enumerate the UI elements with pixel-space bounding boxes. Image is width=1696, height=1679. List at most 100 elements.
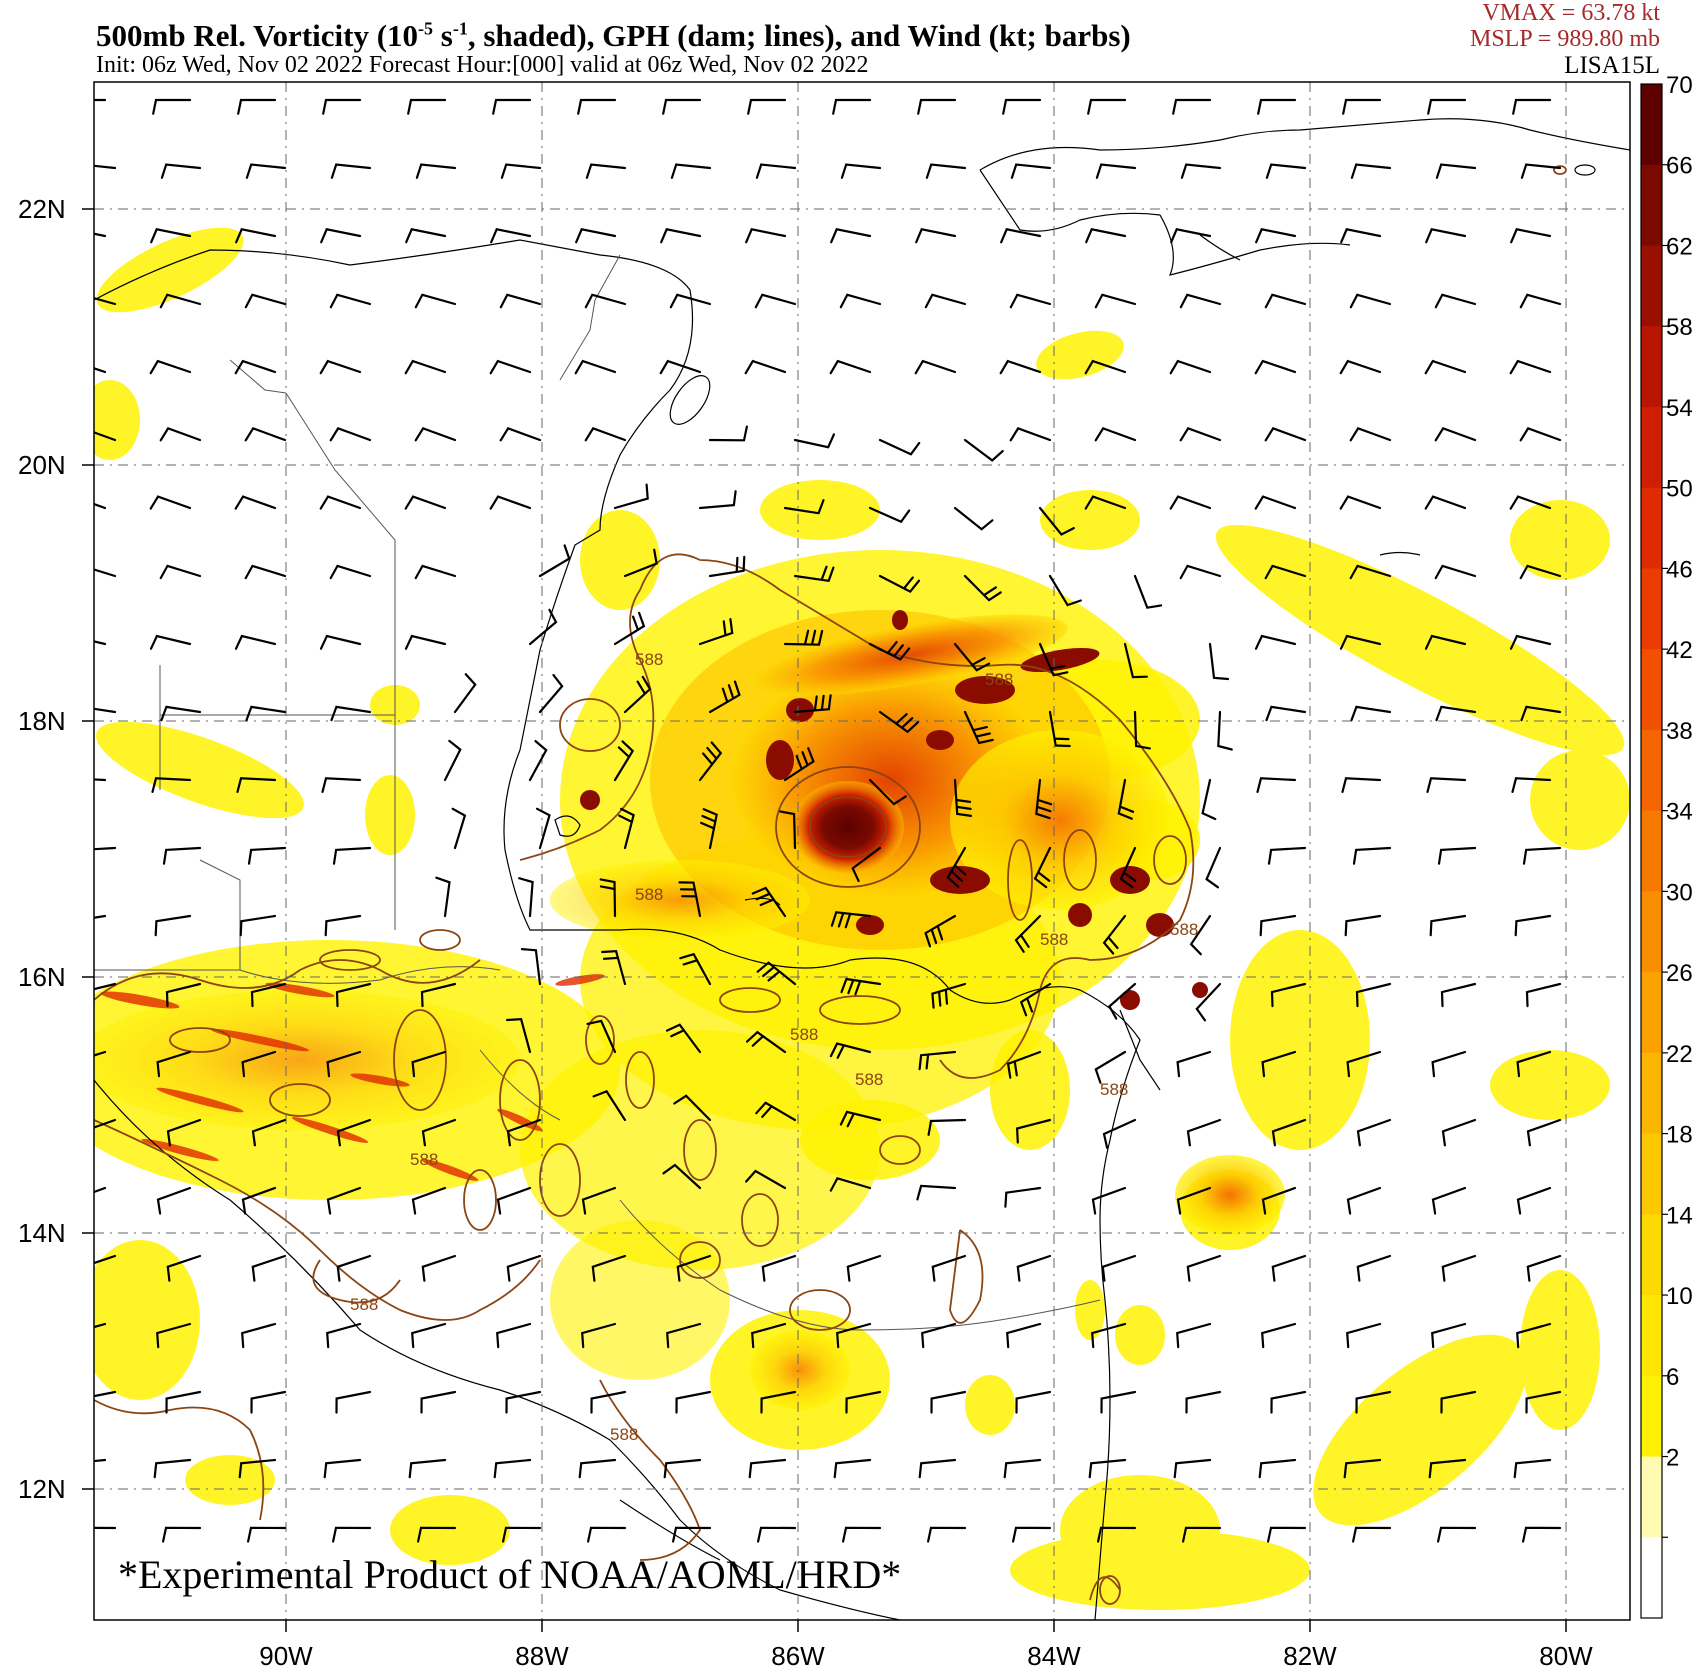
- wind-barb: [404, 495, 447, 510]
- wind-barb: [840, 163, 882, 179]
- wind-barb: [1003, 1458, 1042, 1479]
- wind-barb: [1176, 1186, 1212, 1215]
- wind-barb: [1006, 1322, 1042, 1349]
- latitude-labels: 22N 20N 18N 16N 14N 12N: [18, 194, 66, 1504]
- colorbar-label: 34: [1666, 799, 1693, 826]
- lat-label: 14N: [18, 1218, 66, 1248]
- wind-barb: [94, 914, 107, 919]
- wind-barb: [1352, 1526, 1392, 1543]
- wind-barb: [241, 1050, 277, 1078]
- gph-contours: [94, 165, 1567, 1605]
- wind-barb: [660, 228, 702, 244]
- colorbar-label: 58: [1666, 314, 1693, 341]
- wind-barb: [244, 564, 287, 580]
- wind-barb: [238, 1458, 277, 1479]
- wind-barb: [538, 544, 571, 578]
- wind-barb: [156, 1050, 192, 1078]
- colorbar-label: 18: [1666, 1122, 1693, 1149]
- wind-barb: [927, 1118, 967, 1136]
- wind-barb: [94, 640, 107, 646]
- wind-barb: [1123, 642, 1148, 679]
- wind-barb: [1009, 293, 1052, 309]
- wind-barb: [414, 293, 457, 309]
- wind-barb: [236, 777, 277, 793]
- wind-barb: [748, 1458, 787, 1479]
- wind-barb: [1010, 163, 1052, 179]
- wind-barb: [840, 977, 882, 996]
- wind-barb: [405, 228, 447, 244]
- wind-barb: [1258, 1458, 1297, 1479]
- country-borders: [94, 254, 1101, 1331]
- colorbar-swatch: [1641, 1375, 1662, 1458]
- wind-barb: [1516, 1322, 1552, 1349]
- wind-barb: [779, 810, 797, 850]
- wind-barb: [1346, 1322, 1382, 1349]
- chart-title: 500mb Rel. Vorticity (10-5 s-1, shaded),…: [96, 18, 1131, 53]
- wind-barb: [536, 807, 551, 850]
- colorbar-label: 54: [1666, 395, 1693, 422]
- mslp-readout: MSLP = 989.80 mb: [1469, 26, 1660, 52]
- wind-barb: [94, 232, 107, 238]
- wind-barb: [154, 914, 192, 937]
- lon-label: 86W: [771, 1641, 825, 1671]
- colorbar-label: 46: [1666, 556, 1693, 583]
- wind-barb: [1257, 98, 1297, 115]
- wind-barb: [662, 98, 702, 115]
- wind-barb: [1035, 778, 1053, 820]
- wind-barb: [839, 293, 882, 309]
- wind-barb: [1350, 163, 1392, 179]
- wind-barb: [953, 778, 973, 817]
- wind-barb: [94, 1118, 117, 1129]
- wind-barb: [234, 634, 277, 650]
- lat-label: 12N: [18, 1474, 66, 1504]
- wind-barb: [235, 228, 277, 244]
- colorbar-swatch: [1641, 326, 1662, 408]
- wind-barb: [1349, 427, 1392, 442]
- wind-barb: [845, 1390, 882, 1414]
- colorbar-label: 14: [1666, 1202, 1693, 1229]
- wind-barb: [698, 618, 734, 646]
- wind-barb: [499, 427, 542, 442]
- wind-barb: [1170, 228, 1212, 244]
- wind-barb: [915, 228, 957, 244]
- wind-barb: [590, 1390, 627, 1414]
- wind-barb: [830, 228, 872, 244]
- wind-barb: [159, 427, 202, 442]
- wind-barb: [1441, 1118, 1477, 1147]
- wind-barb: [94, 568, 117, 578]
- wind-barb: [329, 293, 372, 309]
- lat-label: 22N: [18, 194, 66, 224]
- wind-barb: [1265, 705, 1307, 722]
- wind-barb: [94, 846, 117, 851]
- wind-barb: [239, 914, 277, 937]
- wind-barb: [1349, 564, 1392, 580]
- wind-barb: [417, 1526, 457, 1543]
- gph-contour-labels: 588 588 588 588 588 588 588 588 588 588 …: [350, 650, 1198, 1444]
- wind-barb: [1261, 1050, 1297, 1078]
- wind-barb: [946, 846, 967, 888]
- colorbar-swatch: [1641, 649, 1662, 731]
- wind-barb: [675, 1390, 712, 1414]
- colorbar-swatch: [1641, 810, 1662, 892]
- wind-barb: [1264, 427, 1307, 442]
- wind-barb: [829, 1176, 872, 1192]
- wind-barb: [793, 694, 832, 714]
- wind-barb: [94, 296, 117, 306]
- wind-barb: [1091, 1322, 1127, 1349]
- wind-barb: [1119, 846, 1137, 889]
- colorbar-label: 10: [1666, 1283, 1693, 1310]
- wind-barb: [751, 1322, 787, 1349]
- wind-barb: [708, 425, 748, 442]
- wind-barb: [1441, 1254, 1477, 1282]
- wind-barb: [1511, 777, 1552, 793]
- wind-barb: [918, 1458, 957, 1479]
- wind-barb: [585, 163, 627, 179]
- wind-barb: [94, 367, 107, 374]
- wind-barb: [1424, 495, 1467, 510]
- wind-barb: [162, 1526, 202, 1543]
- wind-barb: [618, 807, 635, 850]
- colorbar-label: 62: [1666, 233, 1693, 260]
- wind-barb: [1434, 427, 1477, 442]
- svg-text:588: 588: [1100, 1080, 1128, 1099]
